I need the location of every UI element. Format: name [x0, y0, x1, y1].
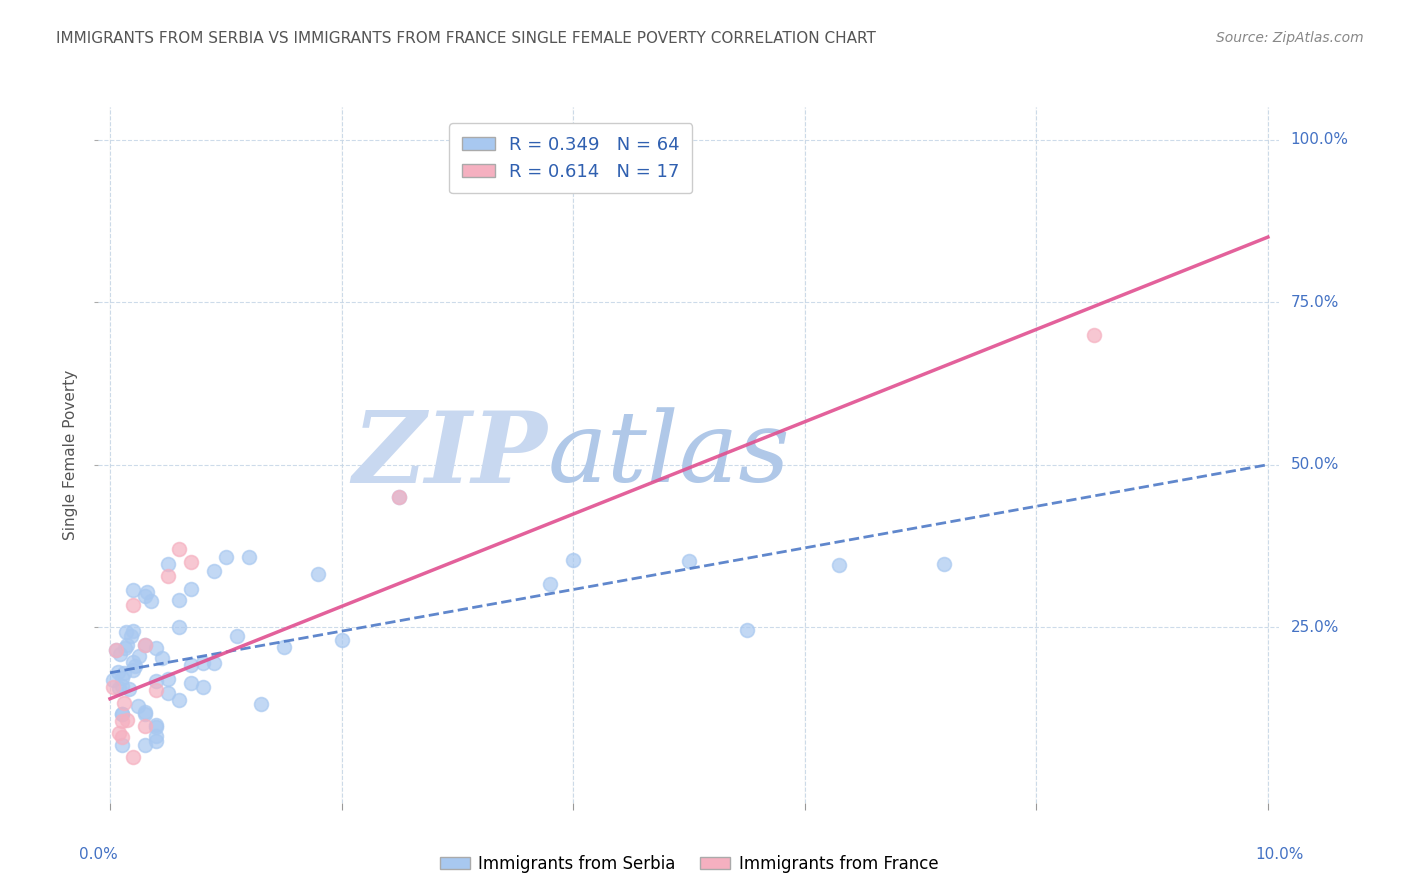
Point	[156, 557, 179, 571]
Point	[122, 750, 145, 764]
Legend: Immigrants from Serbia, Immigrants from France: Immigrants from Serbia, Immigrants from …	[433, 848, 945, 880]
Text: 50.0%: 50.0%	[1291, 458, 1339, 472]
Point	[191, 656, 214, 670]
Point	[249, 697, 271, 711]
Point	[145, 729, 167, 743]
Point	[180, 555, 202, 569]
Text: atlas: atlas	[547, 408, 790, 502]
Point	[104, 643, 127, 657]
Point	[122, 663, 145, 677]
Point	[180, 582, 202, 596]
Point	[180, 658, 202, 673]
Point	[112, 666, 135, 681]
Text: 25.0%: 25.0%	[1291, 620, 1339, 635]
Point	[169, 620, 191, 634]
Point	[150, 650, 173, 665]
Point	[145, 673, 167, 688]
Point	[134, 706, 156, 720]
Point	[307, 566, 329, 581]
Point	[122, 599, 145, 613]
Point	[108, 681, 131, 695]
Point	[145, 682, 167, 697]
Point	[828, 558, 851, 572]
Point	[388, 490, 411, 504]
Text: 100.0%: 100.0%	[1291, 132, 1348, 147]
Point	[103, 673, 125, 687]
Point	[180, 676, 202, 690]
Point	[110, 647, 132, 661]
Point	[145, 717, 167, 731]
Point	[134, 738, 156, 752]
Y-axis label: Single Female Poverty: Single Female Poverty	[63, 370, 79, 540]
Point	[330, 632, 353, 647]
Point	[145, 641, 167, 656]
Point	[145, 734, 167, 748]
Point	[110, 679, 132, 693]
Point	[932, 557, 955, 571]
Point	[134, 706, 156, 721]
Point	[156, 569, 179, 583]
Point	[110, 738, 132, 752]
Text: ZIP: ZIP	[353, 407, 547, 503]
Text: Source: ZipAtlas.com: Source: ZipAtlas.com	[1216, 31, 1364, 45]
Point	[134, 638, 156, 652]
Point	[110, 707, 132, 722]
Point	[104, 642, 127, 657]
Text: 75.0%: 75.0%	[1291, 294, 1339, 310]
Point	[156, 672, 179, 686]
Point	[226, 628, 249, 642]
Point	[117, 713, 139, 727]
Point	[108, 726, 131, 740]
Point	[134, 719, 156, 733]
Point	[103, 680, 125, 694]
Point	[202, 564, 225, 578]
Point	[678, 553, 700, 567]
Point	[114, 640, 136, 655]
Point	[169, 592, 191, 607]
Point	[388, 490, 411, 504]
Point	[273, 640, 295, 654]
Point	[124, 659, 146, 673]
Point	[562, 553, 585, 567]
Point	[117, 681, 139, 696]
Point	[128, 648, 150, 663]
Point	[735, 623, 758, 637]
Point	[117, 638, 139, 652]
Point	[122, 624, 145, 639]
Text: IMMIGRANTS FROM SERBIA VS IMMIGRANTS FROM FRANCE SINGLE FEMALE POVERTY CORRELATI: IMMIGRANTS FROM SERBIA VS IMMIGRANTS FRO…	[56, 31, 876, 46]
Point	[1083, 327, 1105, 342]
Point	[156, 686, 179, 700]
Point	[110, 706, 132, 721]
Point	[136, 585, 159, 599]
Point	[215, 550, 238, 565]
Point	[134, 638, 156, 652]
Point	[115, 625, 138, 640]
Point	[120, 629, 142, 643]
Point	[191, 680, 214, 694]
Point	[112, 696, 135, 710]
Point	[169, 693, 191, 707]
Point	[107, 665, 129, 679]
Point	[127, 699, 149, 714]
Point	[110, 714, 132, 728]
Point	[134, 589, 156, 603]
Legend: R = 0.349   N = 64, R = 0.614   N = 17: R = 0.349 N = 64, R = 0.614 N = 17	[450, 123, 692, 194]
Point	[122, 582, 145, 597]
Point	[169, 542, 191, 557]
Text: 10.0%: 10.0%	[1256, 847, 1303, 863]
Point	[238, 550, 260, 565]
Point	[110, 731, 132, 745]
Point	[139, 594, 162, 608]
Point	[122, 655, 145, 669]
Text: 0.0%: 0.0%	[79, 847, 118, 863]
Point	[538, 577, 561, 591]
Point	[145, 720, 167, 734]
Point	[202, 657, 225, 671]
Point	[110, 671, 132, 685]
